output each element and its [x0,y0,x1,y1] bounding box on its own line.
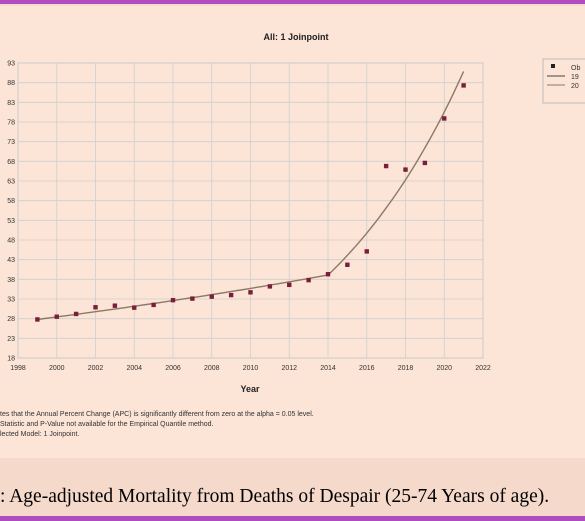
y-tick-label: 63 [7,179,15,186]
x-tick-label: 2010 [243,365,259,372]
frame-top-border [0,0,585,4]
y-tick-label: 28 [7,316,15,323]
y-tick-label: 53 [7,218,15,225]
figure-caption: : Age-adjusted Mortality from Deaths of … [0,486,550,507]
legend: Ob 19 20 [542,58,585,104]
x-tick-label: 2022 [475,365,491,372]
footnote-statistic: Statistic and P-Value not available for … [0,421,214,428]
x-tick-label: 1998 [10,365,26,372]
y-tick-label: 48 [7,238,15,245]
x-tick-label: 2016 [359,365,375,372]
y-tick-label: 58 [7,198,15,205]
observed-point [422,160,428,166]
x-tick-label: 2004 [126,365,142,372]
legend-marker-observed [551,64,555,68]
observed-point [364,249,369,254]
y-axis-ticks: 18 23 28 33 38 43 48 53 58 63 68 73 78 83 88 93 [7,61,15,363]
observed-point [73,311,79,317]
y-tick-label: 93 [7,61,15,68]
y-tick-label: 43 [7,257,15,264]
legend-label-observed: Ob [571,65,580,72]
gridlines [17,62,484,359]
footnotes: tes that the Annual Percent Change (APC)… [0,410,585,440]
observed-point [151,302,156,308]
y-tick-label: 73 [7,139,15,146]
x-tick-label: 2012 [281,365,297,372]
joinpoint-chart: 18 23 28 33 38 43 48 53 58 63 68 73 78 83 88 93 1998 200… [7,32,585,394]
x-tick-label: 2018 [398,365,414,372]
observed-point [325,272,331,277]
observed-point [170,297,176,303]
observed-point [383,163,389,169]
x-tick-label: 2020 [436,365,452,372]
legend-label-segment-2: 20 [571,83,579,90]
x-axis-label: Year [240,384,260,394]
observed-point [35,317,40,322]
frame-bottom-border [0,516,585,521]
legend-label-segment-1: 19 [571,74,579,81]
y-tick-label: 33 [7,297,15,304]
observed-point [306,277,311,283]
y-tick-label: 23 [7,336,15,343]
observed-point [132,305,137,310]
observed-point [209,294,214,299]
x-tick-label: 2002 [88,365,104,372]
footnote-model: lected Model: 1 Joinpoint. [0,431,80,438]
y-tick-label: 78 [7,120,15,127]
y-tick-label: 88 [7,80,15,87]
x-tick-label: 2014 [320,365,336,372]
y-tick-label: 18 [7,356,15,363]
observed-point [190,296,195,301]
figure-panel: 18 23 28 33 38 43 48 53 58 63 68 73 78 83 88 93 1998 200… [0,6,585,458]
y-tick-label: 68 [7,159,15,166]
chart-title: All: 1 Joinpoint [264,32,329,42]
observed-point [442,116,447,121]
x-axis-ticks: 1998 2000 2002 2004 2006 2008 2010 2012 2014 2016… [10,365,491,372]
observed-points [35,83,466,322]
x-tick-label: 2008 [204,365,220,372]
observed-point [403,167,408,172]
observed-point [461,83,466,88]
y-tick-label: 38 [7,277,15,284]
observed-point [228,292,234,298]
observed-point [345,262,350,267]
observed-point [93,305,98,310]
x-tick-label: 2000 [49,365,65,372]
observed-point [248,290,253,295]
y-tick-label: 83 [7,100,15,107]
footnote-apc: tes that the Annual Percent Change (APC)… [0,411,314,418]
observed-point [112,303,118,308]
observed-point [267,284,273,289]
observed-point [54,314,59,319]
legend-box [542,58,585,104]
x-tick-label: 2006 [165,365,181,372]
observed-point [287,282,292,288]
